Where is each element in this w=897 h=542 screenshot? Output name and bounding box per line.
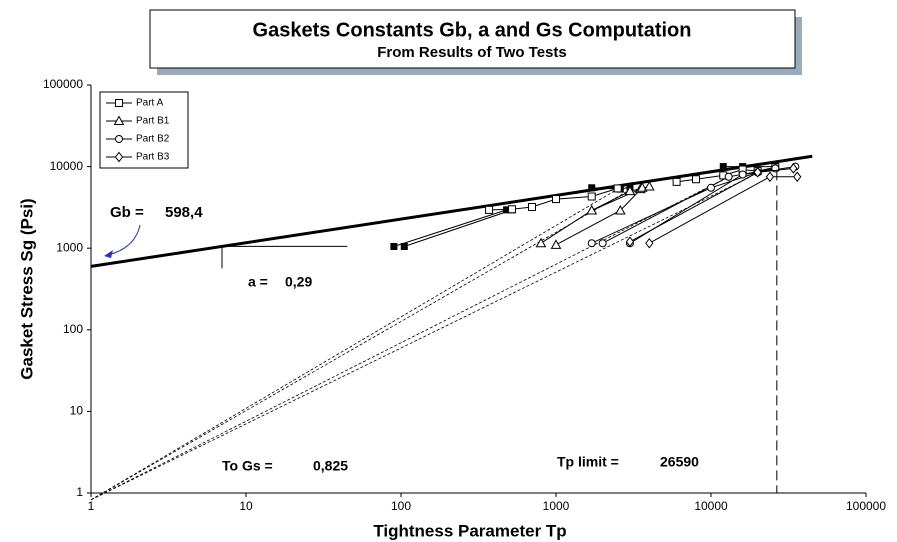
data-point <box>586 204 598 215</box>
legend-marker <box>115 135 123 143</box>
tp-label: Tp limit = <box>557 454 619 470</box>
data-point <box>485 205 494 214</box>
y-tick-label: 10 <box>70 404 84 418</box>
y-tick-label: 10000 <box>50 159 84 173</box>
legend-marker <box>115 99 123 107</box>
y-tick-label: 100 <box>63 322 83 336</box>
data-point <box>738 170 747 179</box>
x-tick-label: 100000 <box>846 499 886 513</box>
x-tick-label: 10000 <box>694 499 728 513</box>
data-point <box>550 239 562 249</box>
y-tick-label: 1000 <box>56 240 83 254</box>
data-point <box>613 184 622 193</box>
data-point <box>587 239 596 248</box>
data-point <box>707 183 715 192</box>
legend-label: Part B1 <box>136 116 170 127</box>
data-point <box>691 175 700 184</box>
data-point <box>672 177 681 186</box>
data-point <box>753 167 762 178</box>
data-point <box>645 237 654 249</box>
fit-line <box>90 154 813 268</box>
data-point <box>552 195 560 204</box>
legend-label: Part B3 <box>136 152 170 163</box>
chart-title: Gaskets Constants Gb, a and Gs Computati… <box>253 19 692 41</box>
gs-line <box>90 176 729 501</box>
y-tick-label: 100000 <box>43 77 83 91</box>
reference-point <box>719 163 727 171</box>
x-tick-label: 1 <box>88 499 95 513</box>
gb-arrow <box>107 224 141 256</box>
y-tick-label: 1 <box>76 485 83 499</box>
x-tick-label: 10 <box>239 499 253 513</box>
x-axis-label: Tightness Parameter Tp <box>373 521 566 540</box>
gs-line <box>90 189 631 501</box>
legend-box <box>99 91 189 169</box>
tp-value: 26590 <box>660 454 699 470</box>
reference-line <box>393 166 776 247</box>
reference-point <box>390 242 398 250</box>
gs-line <box>90 176 751 501</box>
gs-line <box>90 188 618 501</box>
data-point <box>624 185 636 196</box>
data-point <box>643 181 655 191</box>
title-box <box>149 9 796 69</box>
data-point <box>507 205 516 214</box>
gb-value: 598,4 <box>165 204 203 221</box>
data-point <box>724 172 733 181</box>
legend-label: Part A <box>136 98 164 109</box>
data-point <box>598 239 607 248</box>
x-tick-label: 100 <box>391 499 411 513</box>
data-point <box>527 202 536 211</box>
x-tick-label: 1000 <box>543 499 570 513</box>
data-point <box>587 192 596 201</box>
y-axis-label: Gasket Stress Sg (Psi) <box>17 198 36 379</box>
gb-arrowhead <box>104 250 113 258</box>
gs-label: To Gs = <box>222 458 273 474</box>
data-point <box>789 163 798 174</box>
legend-marker <box>113 115 125 125</box>
a-value: 0,29 <box>285 274 312 290</box>
data-point <box>765 171 775 183</box>
data-point <box>614 204 626 215</box>
legend-label: Part B2 <box>136 134 170 145</box>
reference-point <box>400 242 408 250</box>
chart-subtitle: From Results of Two Tests <box>377 44 566 61</box>
data-point <box>535 237 547 248</box>
data-point <box>793 171 802 183</box>
gb-label: Gb = <box>110 204 144 221</box>
data-point <box>636 182 648 192</box>
data-point <box>625 236 635 248</box>
reference-point <box>588 184 596 192</box>
gs-value: 0,825 <box>313 458 348 474</box>
a-label: a = <box>248 274 268 290</box>
legend-marker <box>114 151 124 163</box>
